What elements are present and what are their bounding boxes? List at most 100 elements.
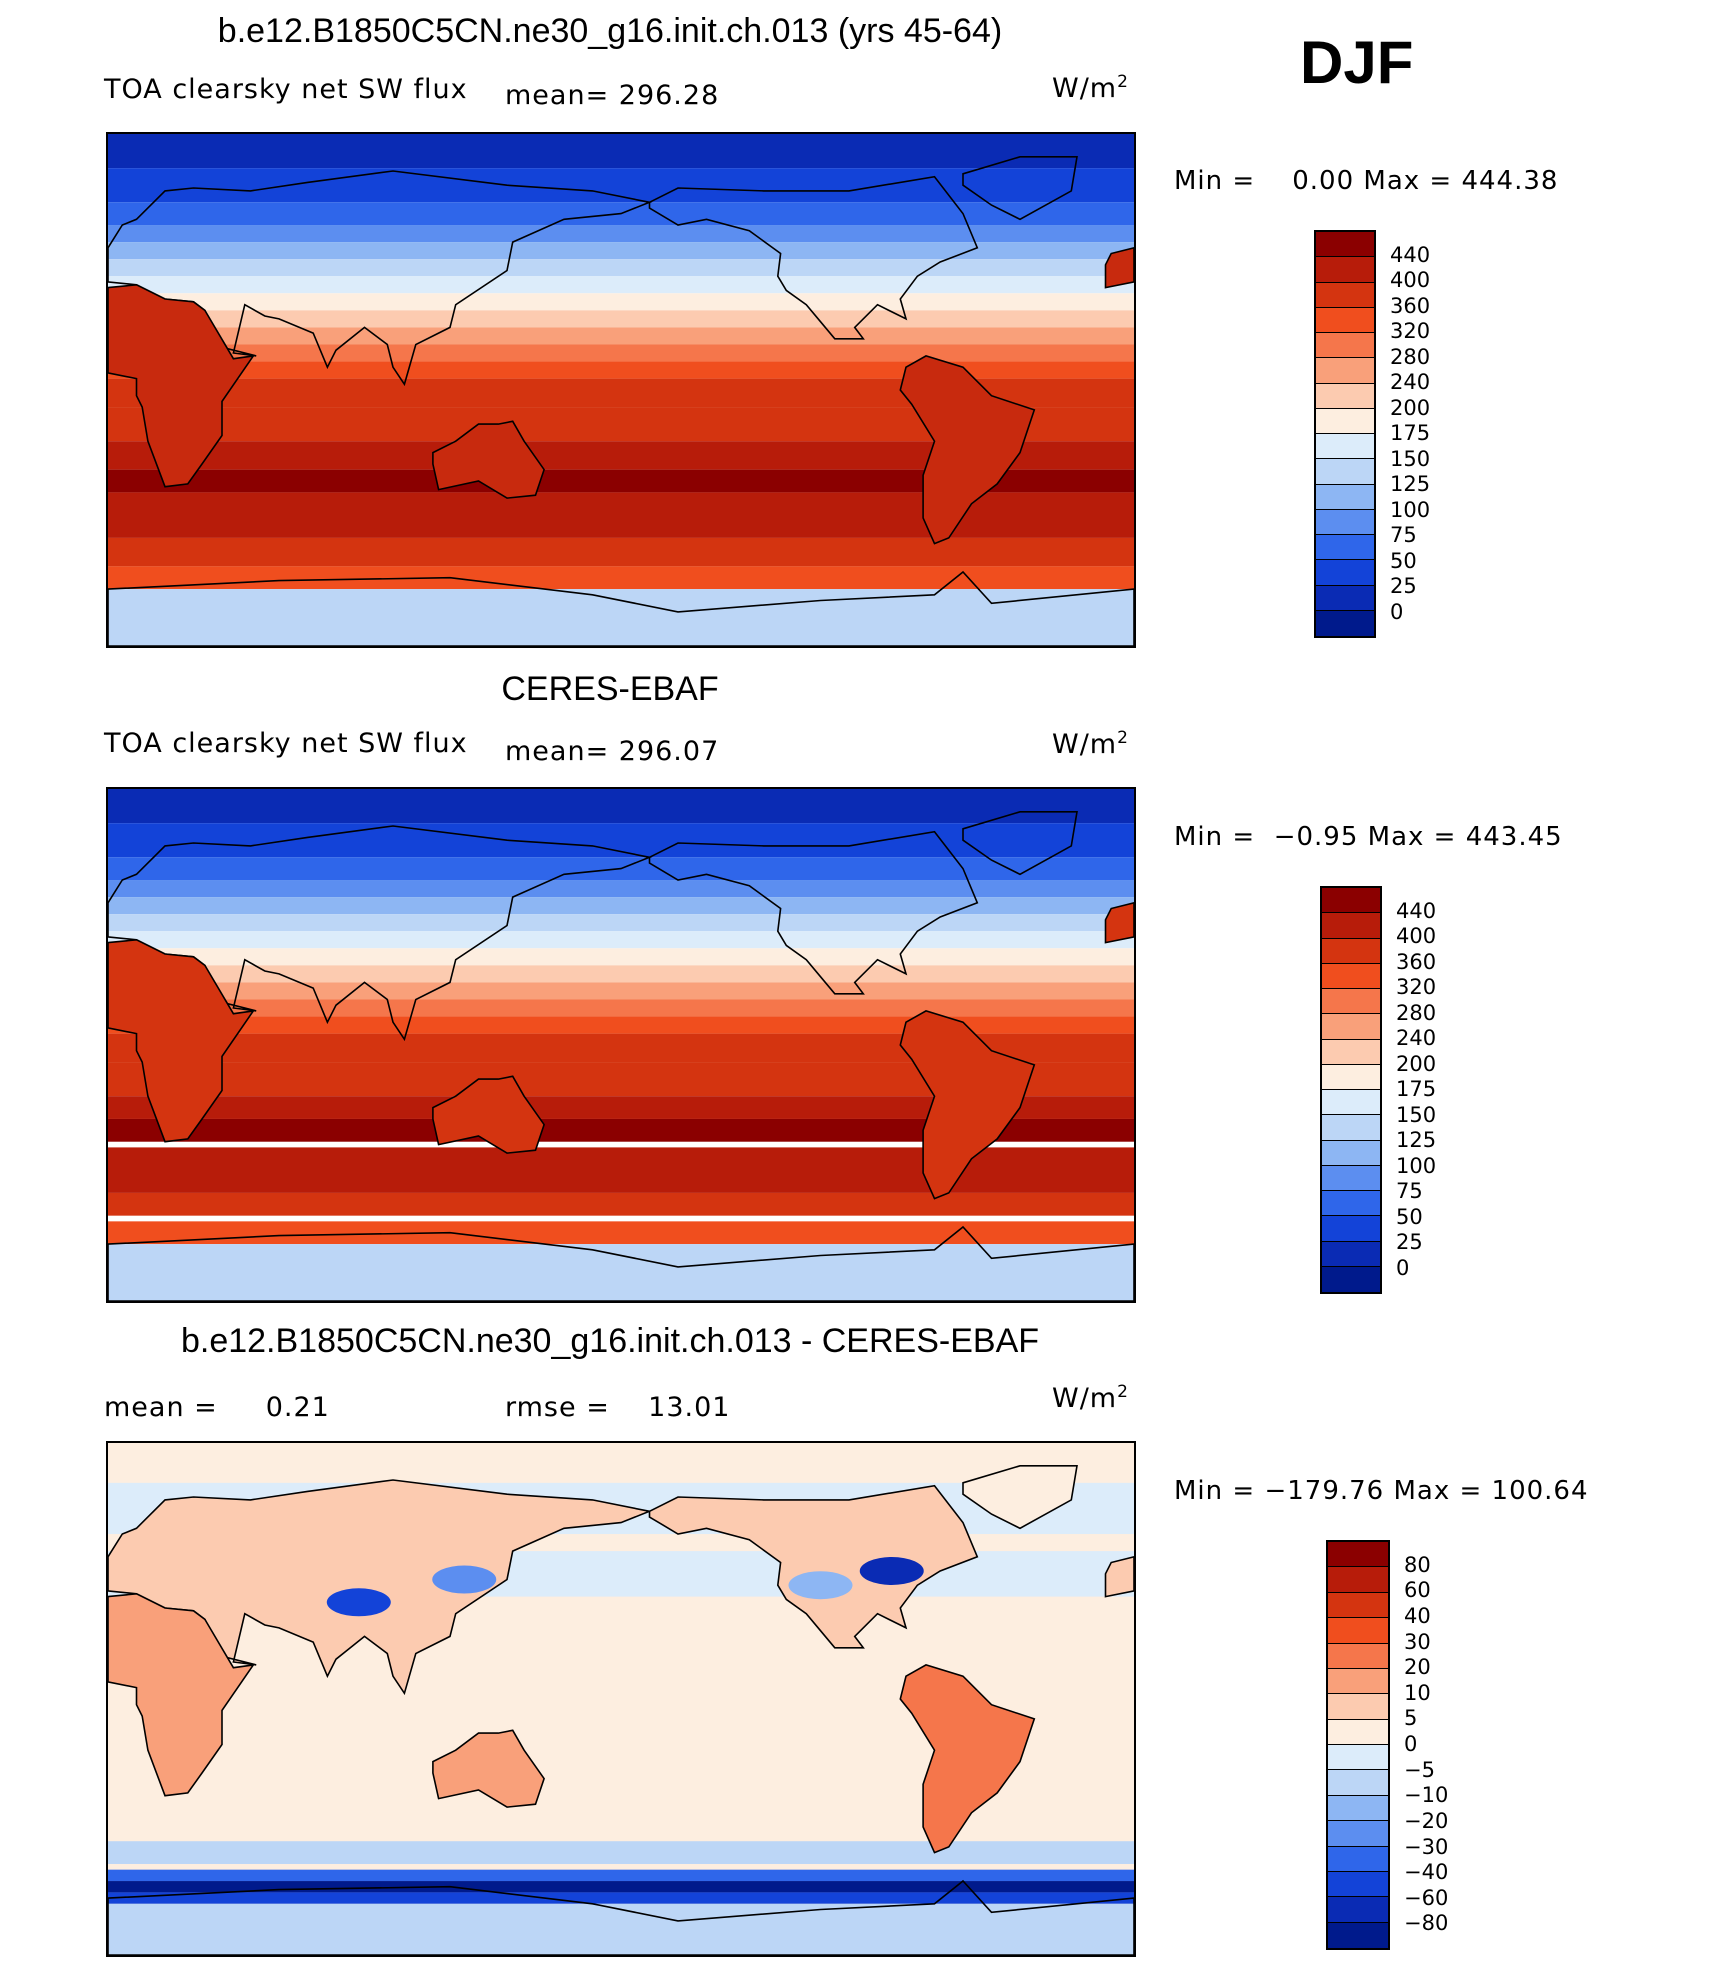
panel-1-units: W/m2 [1052,72,1129,104]
colorbar-label: −5 [1404,1757,1435,1782]
colorbar-swatch [1322,1115,1380,1141]
colorbar-swatch [1322,1266,1380,1292]
colorbar-label: 200 [1396,1051,1437,1076]
colorbar-swatch [1316,282,1374,308]
panel-3-colorbar [1326,1540,1390,1950]
panel-2-units: W/m2 [1052,728,1129,760]
colorbar-swatch [1328,1719,1388,1745]
colorbar-swatch [1328,1821,1388,1847]
panel-2-variable-label: TOA clearsky net SW flux [104,728,468,759]
colorbar-swatch [1328,1770,1388,1796]
panel-3-map [106,1441,1136,1957]
colorbar-swatch [1316,610,1374,636]
panel-3-mean: mean = 0.21 [104,1392,330,1423]
colorbar-swatch [1316,560,1374,586]
colorbar-swatch [1328,1592,1388,1619]
colorbar-swatch [1316,307,1374,333]
panel-3-map-svg [108,1443,1134,1955]
colorbar-swatch [1316,358,1374,384]
colorbar-swatch [1316,484,1374,510]
colorbar-label: 280 [1390,344,1431,369]
colorbar-label: 360 [1396,949,1437,974]
colorbar-label: 100 [1396,1153,1437,1178]
colorbar-swatch [1316,535,1374,561]
panel-2-map-svg [108,789,1134,1301]
colorbar-swatch [1316,585,1374,611]
colorbar-swatch [1316,257,1374,283]
colorbar-swatch [1328,1643,1388,1669]
colorbar-swatch [1322,1165,1380,1191]
colorbar-swatch [1328,1871,1388,1898]
colorbar-swatch [1328,1745,1388,1771]
colorbar-label: 150 [1390,446,1431,471]
panel-2-title: CERES-EBAF [501,670,719,708]
colorbar-label: 80 [1404,1552,1431,1577]
colorbar-label: 440 [1390,242,1431,267]
colorbar-swatch [1316,509,1374,535]
colorbar-label: 240 [1396,1026,1437,1050]
colorbar-swatch [1316,383,1374,409]
colorbar-label: −30 [1404,1834,1449,1859]
colorbar-swatch [1316,408,1374,434]
colorbar-swatch [1322,1241,1380,1267]
colorbar-swatch [1322,938,1380,964]
colorbar-label: 25 [1390,574,1417,598]
colorbar-label: 50 [1390,548,1417,573]
colorbar-label: 40 [1404,1603,1431,1628]
colorbar-swatch [1322,1064,1380,1090]
colorbar-label: −10 [1404,1783,1449,1808]
panel-2-mean: mean= 296.07 [505,736,720,767]
panel-3-rmse: rmse = 13.01 [505,1392,731,1423]
panel-1-map-svg [108,134,1134,646]
colorbar-swatch [1322,989,1380,1015]
colorbar-swatch [1322,1216,1380,1242]
colorbar-swatch [1322,1014,1380,1040]
colorbar-swatch [1328,1897,1388,1923]
colorbar-label: 440 [1396,898,1437,923]
panel-1-map [106,132,1136,648]
colorbar-label: 5 [1404,1706,1418,1731]
colorbar-label: 10 [1404,1680,1431,1705]
colorbar-swatch [1328,1668,1388,1695]
colorbar-label: 175 [1396,1077,1437,1101]
colorbar-label: 0 [1404,1732,1418,1756]
colorbar-label: 360 [1390,293,1431,318]
colorbar-swatch [1316,459,1374,485]
colorbar-label: 125 [1396,1128,1437,1152]
colorbar-label: 25 [1396,1230,1423,1254]
colorbar-swatch [1322,1039,1380,1065]
colorbar-label: 20 [1404,1655,1431,1680]
colorbar-swatch [1322,888,1380,914]
panel-2-colorbar [1320,886,1382,1294]
panel-3-minmax: Min = −179.76 Max = 100.64 [1174,1476,1589,1506]
colorbar-label: 175 [1390,421,1431,445]
colorbar-label: 0 [1390,599,1404,624]
colorbar-swatch [1322,963,1380,989]
colorbar-label: 75 [1396,1179,1423,1203]
colorbar-swatch [1328,1618,1388,1644]
colorbar-swatch [1328,1542,1388,1568]
colorbar-label: 0 [1396,1255,1410,1280]
colorbar-label: 200 [1390,395,1431,420]
colorbar-label: 240 [1390,370,1431,394]
panel-1-colorbar [1314,230,1376,638]
panel-3-units: W/m2 [1052,1382,1129,1414]
colorbar-swatch [1322,913,1380,939]
panel-3-title: b.e12.B1850C5CN.ne30_g16.init.ch.013 - C… [180,1322,1040,1360]
colorbar-swatch [1322,1090,1380,1116]
colorbar-swatch [1328,1567,1388,1593]
colorbar-label: 60 [1404,1578,1431,1603]
colorbar-label: 320 [1390,319,1431,343]
panel-1-variable-label: TOA clearsky net SW flux [104,74,468,105]
panel-1-minmax: Min = 0.00 Max = 444.38 [1174,166,1559,196]
colorbar-label: 75 [1390,523,1417,547]
colorbar-label: 280 [1396,1000,1437,1025]
colorbar-swatch [1316,232,1374,258]
colorbar-swatch [1322,1140,1380,1166]
colorbar-swatch [1316,434,1374,460]
colorbar-label: −40 [1404,1860,1449,1885]
colorbar-label: −60 [1404,1885,1449,1910]
panel-2-minmax: Min = −0.95 Max = 443.45 [1174,822,1563,852]
colorbar-label: 100 [1390,497,1431,522]
colorbar-label: 400 [1390,268,1431,292]
